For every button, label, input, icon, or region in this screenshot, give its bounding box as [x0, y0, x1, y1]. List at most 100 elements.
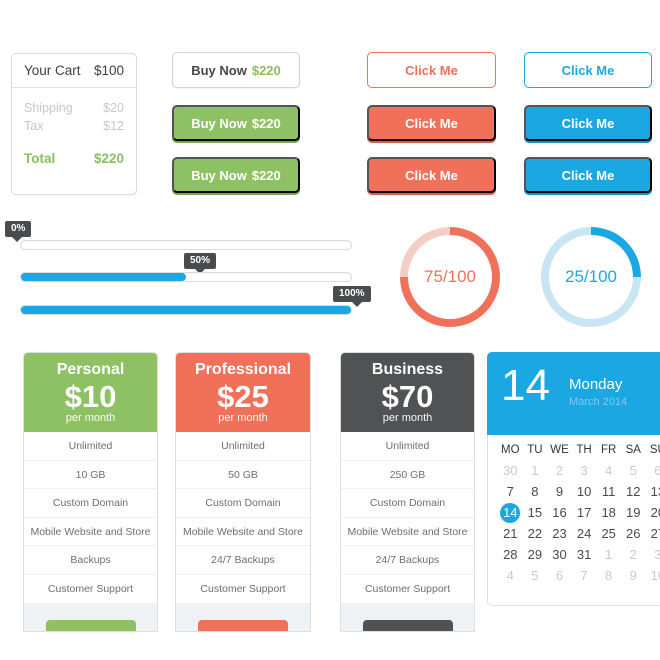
- calendar-day[interactable]: 18: [601, 505, 616, 520]
- calendar-day[interactable]: 4: [506, 568, 514, 583]
- pricing-feature-row: Customer Support: [176, 575, 310, 604]
- click-me-button-red-solid-2[interactable]: Click Me: [367, 157, 496, 193]
- progress-ring-value: 75/100: [424, 267, 476, 286]
- pricing-feature-row: Unlimited: [341, 432, 474, 461]
- calendar-day[interactable]: 5: [629, 463, 637, 478]
- pricing-card-footer: [24, 603, 157, 631]
- calendar-day[interactable]: 7: [506, 484, 514, 499]
- pricing-feature-row: Mobile Website and Store: [24, 518, 157, 547]
- calendar-day[interactable]: 27: [650, 526, 660, 541]
- calendar-day[interactable]: 13: [650, 484, 660, 499]
- pricing-feature-row: Customer Support: [24, 575, 157, 604]
- calendar-day-name: SA: [625, 444, 641, 456]
- calendar-day[interactable]: 28: [503, 547, 518, 562]
- calendar-day[interactable]: 4: [605, 463, 613, 478]
- cart-total-line: Total $220: [12, 135, 136, 166]
- click-me-button-blue-solid-2[interactable]: Click Me: [524, 157, 652, 193]
- pricing-feature-row: Mobile Website and Store: [341, 518, 474, 547]
- calendar-day[interactable]: 1: [605, 547, 613, 562]
- calendar-day[interactable]: 17: [576, 505, 592, 520]
- pricing-plan-period: per month: [65, 412, 116, 424]
- progress-tooltip-0: 0%: [5, 221, 32, 242]
- calendar-day[interactable]: 8: [605, 568, 613, 583]
- calendar-day[interactable]: 31: [576, 547, 592, 562]
- calendar-day[interactable]: 15: [527, 505, 543, 520]
- calendar-day[interactable]: 19: [626, 505, 641, 520]
- calendar-day[interactable]: 10: [576, 484, 592, 499]
- pricing-cta-button[interactable]: [362, 619, 453, 631]
- pricing-plan-period: per month: [382, 412, 433, 424]
- calendar-day[interactable]: 25: [601, 526, 616, 541]
- buy-now-button-outline[interactable]: Buy Now $220: [172, 52, 300, 88]
- calendar-day[interactable]: 20: [650, 505, 660, 520]
- click-me-label: Click Me: [561, 167, 615, 183]
- pricing-feature-row: Custom Domain: [176, 489, 310, 518]
- calendar-day[interactable]: 22: [527, 526, 543, 541]
- pricing-feature-row: Custom Domain: [341, 489, 474, 518]
- pricing-plan-price: $10: [64, 379, 117, 414]
- pricing-feature-row: 250 GB: [341, 461, 474, 490]
- pricing-feature-row: Customer Support: [341, 575, 474, 604]
- calendar-day[interactable]: 30: [503, 463, 518, 478]
- pricing-plan-price: $70: [381, 379, 434, 414]
- buy-now-price: $220: [251, 115, 281, 131]
- calendar-day[interactable]: 12: [626, 484, 641, 499]
- calendar-day[interactable]: 9: [555, 484, 564, 499]
- pricing-feature-row: 50 GB: [176, 461, 310, 490]
- calendar-day[interactable]: 10: [650, 568, 660, 583]
- calendar-grid: 3012345678910111213141516171819202122232…: [498, 460, 660, 586]
- click-me-button-blue-outline[interactable]: Click Me: [524, 52, 652, 88]
- progress-ring-value: 25/100: [565, 267, 617, 286]
- pricing-cta-button[interactable]: [45, 619, 136, 631]
- pricing-feature-list: Unlimited 250 GB Custom Domain Mobile Websi…: [341, 432, 474, 604]
- calendar-day-name: TU: [527, 444, 543, 456]
- pricing-feature-row: Mobile Website and Store: [176, 518, 310, 547]
- calendar-day[interactable]: 7: [580, 568, 588, 583]
- pricing-plan-name: Business: [371, 361, 444, 378]
- calendar-day[interactable]: 29: [527, 547, 543, 562]
- click-me-label: Click Me: [405, 115, 458, 131]
- pricing-feature-row: Unlimited: [24, 432, 157, 461]
- calendar-day[interactable]: 3: [580, 463, 588, 478]
- progress-ring-inner: 25/100: [549, 235, 633, 319]
- calendar-day-name: SU: [649, 444, 660, 456]
- calendar-day[interactable]: 6: [654, 463, 660, 478]
- calendar-day[interactable]: 11: [601, 484, 616, 499]
- pricing-card-footer: [176, 603, 310, 631]
- click-me-button-red-outline[interactable]: Click Me: [367, 52, 496, 88]
- calendar-day[interactable]: 26: [626, 526, 641, 541]
- buy-now-price: $220: [251, 62, 281, 78]
- buy-now-button-solid-2[interactable]: Buy Now $220: [172, 157, 300, 193]
- cart-shipping-line: Shipping $20: [12, 88, 136, 117]
- pricing-feature-list: Unlimited 50 GB Custom Domain Mobile Websit…: [176, 432, 310, 604]
- pricing-cta-button[interactable]: [198, 619, 288, 631]
- calendar-day[interactable]: 8: [531, 484, 539, 499]
- calendar-day[interactable]: 1: [531, 463, 539, 478]
- calendar-day[interactable]: 2: [629, 547, 637, 562]
- calendar-day[interactable]: 9: [629, 568, 637, 583]
- buy-now-label: Buy Now: [191, 167, 247, 183]
- cart-summary-card: Your Cart $100 Shipping $20 Tax $12 Tota…: [11, 53, 137, 195]
- click-me-button-red-solid-1[interactable]: Click Me: [367, 105, 496, 141]
- buy-now-label: Buy Now: [191, 115, 247, 131]
- calendar-day[interactable]: 24: [576, 526, 592, 541]
- pricing-feature-row: Unlimited: [176, 432, 310, 461]
- calendar-day[interactable]: 23: [552, 526, 567, 541]
- calendar-day[interactable]: 30: [552, 547, 567, 562]
- pricing-card-header: Professional $25 per month: [176, 353, 310, 432]
- pricing-plan-period: per month: [218, 412, 268, 424]
- calendar-day[interactable]: 21: [503, 526, 518, 541]
- pricing-card-professional: Professional $25 per month Unlimited 50 G…: [175, 352, 311, 632]
- buy-now-button-solid-1[interactable]: Buy Now $220: [172, 105, 300, 141]
- calendar-day[interactable]: 6: [555, 568, 564, 583]
- calendar-day[interactable]: 16: [552, 505, 567, 520]
- cart-subtotal: $100: [93, 63, 124, 78]
- calendar-day[interactable]: 3: [654, 547, 660, 562]
- calendar-day[interactable]: 5: [531, 568, 539, 583]
- click-me-button-blue-solid-1[interactable]: Click Me: [524, 105, 652, 141]
- progress-ring-25: 25/100: [541, 227, 641, 327]
- calendar-day-selected[interactable]: 14: [498, 502, 523, 523]
- click-me-label: Click Me: [405, 62, 458, 78]
- calendar-day[interactable]: 2: [555, 463, 564, 478]
- progress-fill-50: [21, 273, 186, 281]
